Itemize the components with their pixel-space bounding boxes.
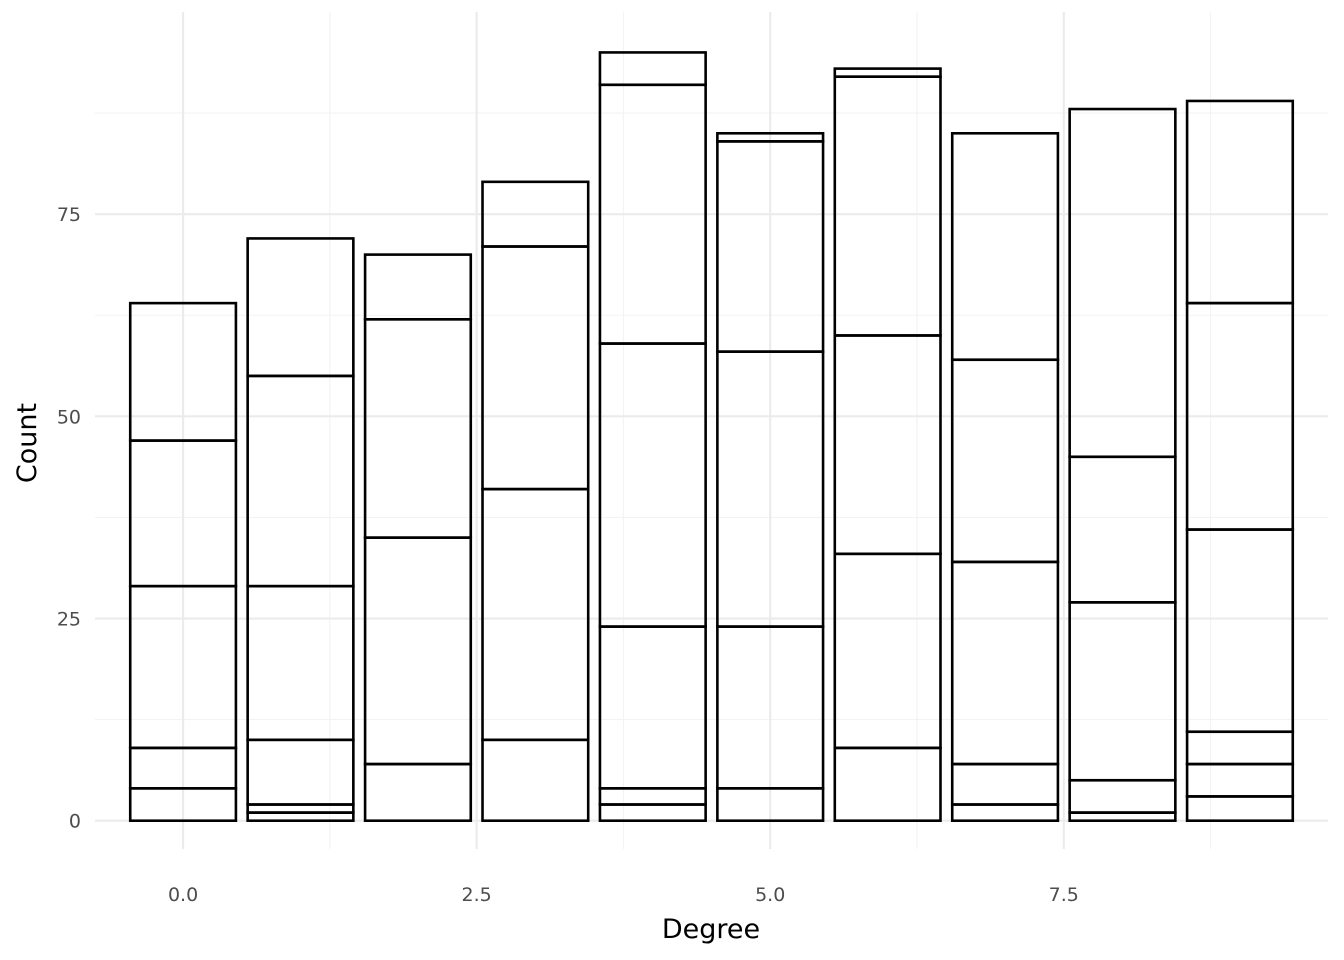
bar-segment [363, 536, 473, 766]
bar-segment [1068, 601, 1177, 782]
bar-segment [1185, 730, 1295, 766]
bar-segment [128, 301, 238, 442]
bar-segment [598, 342, 707, 628]
x-axis-title: Degree [662, 914, 760, 945]
bar-segment [598, 803, 707, 822]
bar-segment [1185, 99, 1295, 305]
bars [128, 51, 1295, 822]
bar-segment [481, 738, 590, 822]
bar-stack [363, 253, 473, 822]
x-axis-ticks: 0.0 2.5 5.0 7.5 [168, 884, 1079, 906]
bar-stack [716, 132, 825, 822]
bar-segment [481, 487, 590, 742]
bar-segment [246, 237, 355, 378]
y-tick-label: 50 [57, 406, 81, 428]
bar-segment [363, 318, 473, 539]
bar-stack [950, 132, 1060, 822]
bar-segment [950, 358, 1060, 564]
bar-stack [1068, 107, 1177, 822]
bar-segment [1068, 107, 1177, 459]
bar-stack [1185, 99, 1295, 822]
grid [95, 12, 1328, 849]
bar-segment [950, 762, 1060, 806]
bar-segment [481, 180, 590, 248]
bar-segment [1185, 795, 1295, 822]
bar-stack [246, 237, 355, 822]
bar-segment [950, 803, 1060, 822]
bar-segment [833, 67, 942, 78]
x-tick-label: 0.0 [168, 884, 198, 906]
bar-stack [833, 67, 942, 822]
bar-segment [833, 552, 942, 750]
bar-segment [950, 132, 1060, 362]
bar-segment [833, 334, 942, 556]
bar-segment [950, 560, 1060, 766]
bar-segment [833, 75, 942, 337]
y-axis-ticks: 0 25 50 75 [57, 204, 81, 833]
bar-segment [481, 245, 590, 491]
bar-segment [833, 746, 942, 822]
bar-segment [598, 787, 707, 806]
bar-segment [598, 51, 707, 87]
bar-stack [481, 180, 590, 822]
y-axis-title: Count [12, 403, 43, 483]
bar-segment [246, 374, 355, 588]
y-tick-label: 0 [69, 811, 81, 833]
bar-segment [1185, 762, 1295, 798]
bar-stack [128, 301, 238, 822]
x-tick-label: 5.0 [755, 884, 785, 906]
bar-segment [363, 253, 473, 321]
bar-segment [1068, 455, 1177, 604]
y-tick-label: 25 [57, 609, 81, 631]
bar-segment [246, 584, 355, 742]
bar-segment [1185, 528, 1295, 734]
y-tick-label: 75 [57, 204, 81, 226]
bar-segment [598, 625, 707, 790]
bar-segment [716, 132, 825, 143]
x-tick-label: 7.5 [1049, 884, 1079, 906]
x-tick-label: 2.5 [462, 884, 492, 906]
bar-segment [1068, 778, 1177, 814]
bar-segment [246, 738, 355, 806]
bar-segment [363, 762, 473, 822]
bar-stack [598, 51, 707, 822]
